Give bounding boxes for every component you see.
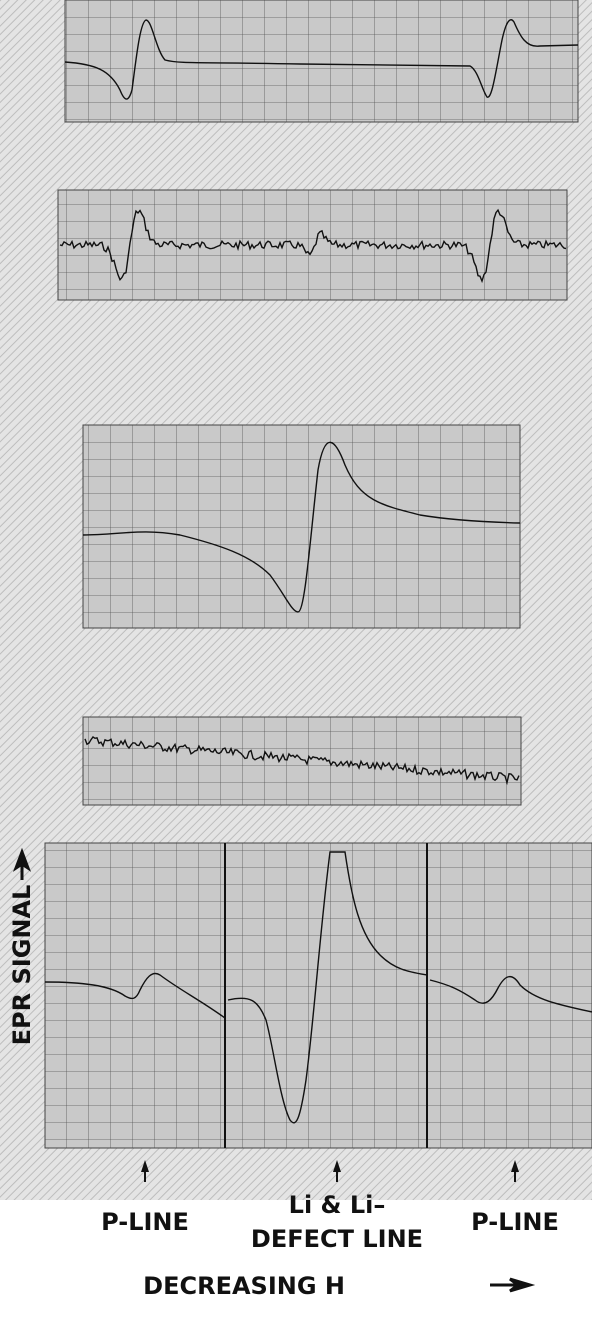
marker-label: P-LINE [471,1208,559,1236]
trace [84,736,520,786]
trace [44,972,226,1019]
recordings [44,0,592,1149]
panel [82,716,522,806]
panel [44,842,592,1149]
panel [57,189,568,301]
trace [82,441,521,613]
panel [64,0,579,123]
trace [227,851,428,1124]
marker-label: P-LINE [101,1208,189,1236]
x-axis-label: DECREASING H [143,1272,345,1300]
marker-label: Li & Li– [289,1191,386,1219]
panel [82,424,521,629]
marker-label: DEFECT LINE [251,1225,423,1253]
trace [64,19,579,100]
trace [59,208,567,284]
trace [429,976,592,1013]
y-axis-label: EPR SIGNAL [8,885,36,1046]
marker-arrows [12,847,536,1293]
